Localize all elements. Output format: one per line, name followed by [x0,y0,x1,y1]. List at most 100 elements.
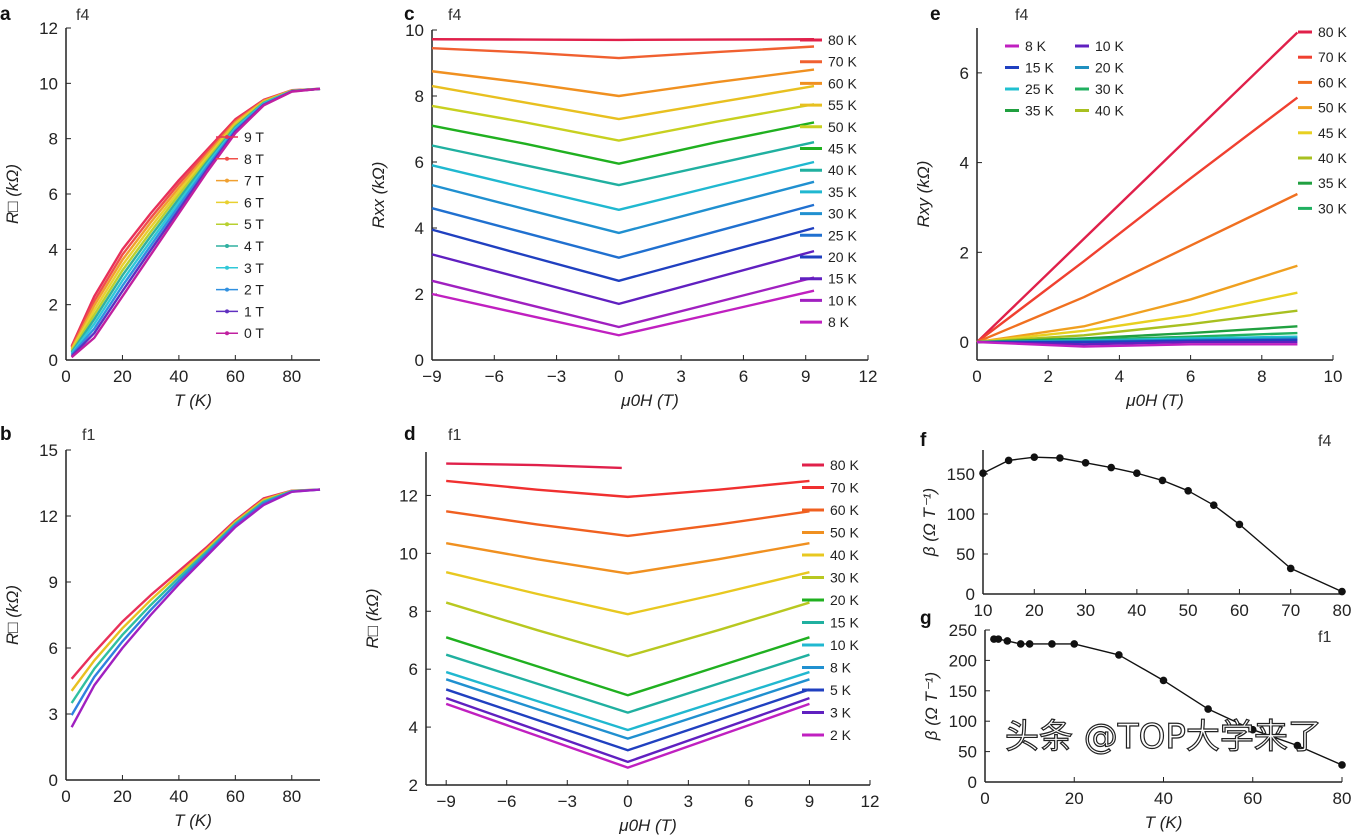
y-axis-label: Rxy (kΩ) [914,161,933,228]
legend-label: 25 K [1025,81,1054,97]
panel-g: g f1 0 20 40 60 80 0 50 100 150 200 250 T (K) β (Ω T⁻¹… [920,608,1351,832]
sample-label: f4 [1015,7,1028,24]
y-tick-label: 0 [960,333,969,352]
x-tick-label: 70 [1281,601,1300,620]
series-line [70,488,321,704]
legend-label: 15 K [1025,60,1054,76]
series-line [70,488,321,692]
y-tick-label: 8 [409,602,418,621]
x-tick-label: 20 [1025,601,1044,620]
y-tick-label: 2 [409,776,418,795]
legend-label: 2 K [830,727,852,743]
panel-f: f f4 10 20 30 40 50 60 70 80 0 50 100 150 β (Ω T⁻¹) [920,430,1351,620]
y-tick-label: 0 [968,773,977,792]
legend-label: 8 K [828,314,850,330]
x-tick-label: 20 [113,787,132,806]
legend-label: 8 K [830,660,852,676]
x-tick-label: −3 [547,367,566,386]
legend-label: 30 K [830,570,859,586]
data-point [1133,469,1141,478]
y-tick-label: 8 [49,130,58,149]
legend-label: 50 K [830,525,859,541]
legend-label: 9 T [244,129,264,145]
x-tick-label: 40 [1154,789,1173,808]
data-point [1004,456,1013,465]
y-tick-label: 10 [405,21,424,40]
legend-label: 20 K [1095,60,1124,76]
legend-label: 50 K [1318,100,1347,116]
series-line-70K [976,96,1299,344]
series-line-25K [431,203,815,259]
series-line-0T [70,87,321,359]
series-line-8K [976,340,1298,348]
legend-label: 80 K [1318,24,1347,40]
series-line-40K [445,571,810,616]
series-line-15K [445,653,810,714]
y-tick-label: 0 [49,351,58,370]
series-line-60K [976,192,1298,344]
series-line-35K [431,160,815,212]
x-tick-label: 0 [972,367,981,386]
y-tick-label: 6 [415,153,424,172]
legend-marker [225,309,229,314]
series-line-5K [445,688,810,752]
legend-label: 45 K [828,141,857,157]
x-axis-label: μ0H (T) [620,391,678,410]
sample-label: f4 [1318,433,1331,450]
x-tick-label: 60 [1230,601,1249,620]
legend-label: 10 K [1095,38,1124,54]
legend-label: 60 K [830,502,859,518]
legend-label: 70 K [828,54,857,70]
y-axis-label: β (Ω T⁻¹) [920,488,939,557]
legend-label: 50 K [828,119,857,135]
series-line-60K [446,510,810,538]
series-line-50K [976,264,1298,344]
legend-label: 15 K [828,271,857,287]
x-tick-label: 80 [1333,789,1352,808]
legend-label: 10 K [828,292,857,308]
x-tick-label: 4 [1115,367,1124,386]
data-point [1248,725,1257,734]
y-axis-label: β (Ω T⁻¹) [922,672,941,741]
x-tick-label: −9 [436,792,455,811]
y-axis-label: Rxx (kΩ) [369,162,388,229]
panel-letter: c [404,4,415,25]
data-point [1235,520,1244,529]
panel-d: d f1 −9 −6 −3 0 3 6 9 12 2 4 6 8 10 12 μ0H (T) R□ (kΩ) 80 … [363,424,879,835]
y-tick-label: 50 [956,545,975,564]
y-tick-label: 8 [415,87,424,106]
legend-marker [225,222,229,227]
legend-label: 40 K [1095,103,1124,119]
panel-c: c f4 −9 −6 −3 0 3 6 9 12 0 2 4 6 8 10 μ0H (T) Rxx (kΩ) 80 … [369,4,877,410]
data-point [1030,453,1039,462]
series-line-70K [446,479,810,499]
y-tick-label: 2 [415,285,424,304]
x-axis-label: T (K) [174,811,212,830]
legend-label: 70 K [830,480,859,496]
sample-label: f1 [82,427,95,444]
y-tick-label: 250 [949,621,977,640]
panel-letter: g [920,608,932,629]
data-point [1025,640,1034,648]
legend-label: 6 T [244,194,264,210]
y-tick-label: 4 [49,240,58,259]
x-tick-label: 80 [1333,601,1352,620]
legend-label: 35 K [1025,103,1054,119]
x-tick-label: 0 [61,787,70,806]
watermark: 头条 @TOP大学来了 [1005,717,1322,757]
y-axis-label: R□ (kΩ) [363,588,382,648]
legend-label: 40 K [1318,150,1347,166]
series-line-70K [431,45,815,60]
series-line-80K [431,38,815,42]
y-tick-label: 10 [399,544,418,563]
x-tick-label: 40 [1127,601,1146,620]
data-point [1048,640,1056,648]
legend-label: 35 K [828,184,857,200]
x-tick-label: 9 [805,792,814,811]
legend-label: 3 K [830,705,852,721]
panel-letter: e [930,4,941,25]
series-line-3T [70,87,321,355]
y-tick-label: 6 [409,660,418,679]
y-tick-label: 3 [49,705,58,724]
panel-a: a f4 0 20 40 60 80 0 2 4 6 8 10 12 T (K) R□ (kΩ) 9 T 8 T 7… [0,4,321,410]
